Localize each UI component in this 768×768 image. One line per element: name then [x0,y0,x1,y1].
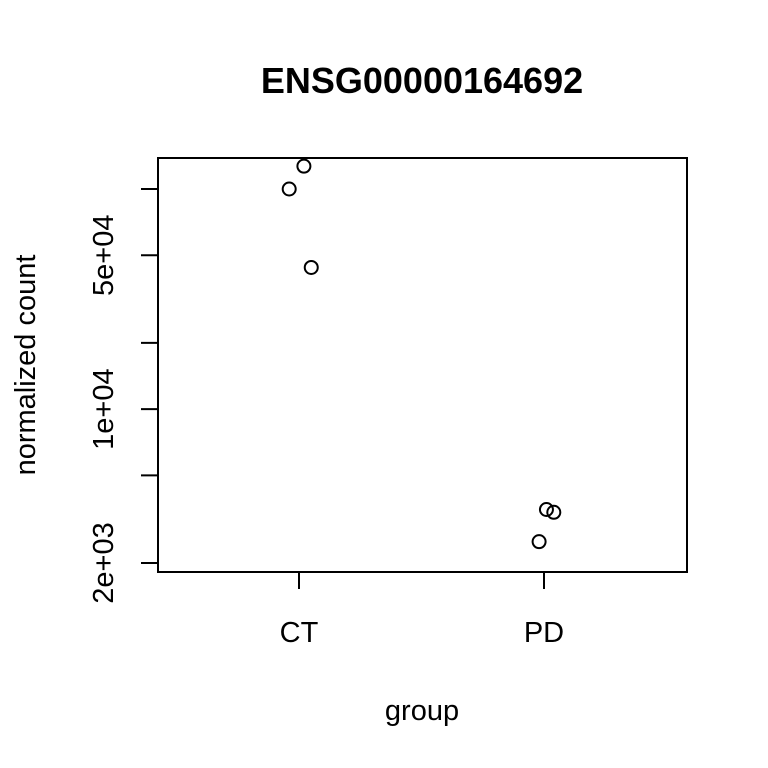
plot-frame [157,157,688,573]
x-tick-label: CT [280,617,319,649]
x-axis-label: group [385,695,459,727]
y-tick-label: 5e+04 [88,215,120,296]
y-tick-label: 2e+03 [88,522,120,603]
data-point [281,181,297,197]
data-point [296,158,312,174]
data-point [303,259,319,275]
y-tick-label: 1e+04 [88,368,120,449]
data-point [531,534,547,550]
y-axis: 2e+03 1e+04 5e+04 [88,188,158,604]
data-point [538,501,554,517]
y-axis-label: normalized count [10,255,42,476]
data-point [546,504,562,520]
chart-title: ENSG00000164692 [261,60,583,101]
x-tick-label: PD [524,617,564,649]
x-axis: CT PD [280,572,564,649]
data-points [281,158,562,550]
